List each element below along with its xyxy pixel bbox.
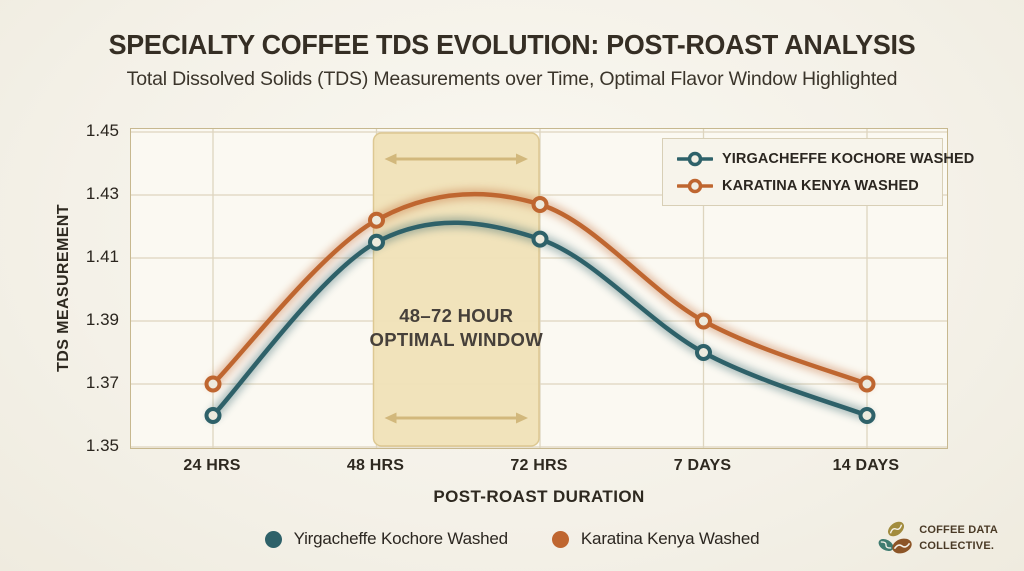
legend-item: KARATINA KENYA WASHED [677, 174, 928, 197]
band-label-line2: OPTIMAL WINDOW [370, 329, 544, 350]
brand-logo: COFFEE DATA COLLECTIVE. [877, 519, 998, 557]
y-axis-title: TDS MEASUREMENT [55, 204, 72, 372]
data-point-karatina-kenya-washed-72-hrs [531, 195, 549, 213]
footer-legend-label: Karatina Kenya Washed [580, 529, 760, 548]
x-axis-title: POST-ROAST DURATION [433, 487, 645, 506]
legend-dot-icon [551, 530, 569, 548]
y-tick-label: 1.37 [85, 373, 119, 392]
y-tick-label: 1.35 [85, 436, 119, 455]
data-point-yirgacheffe-kochore-washed-24-hrs [204, 407, 222, 424]
x-tick-label: 48 HRS [346, 457, 405, 474]
legend-marker-icon [677, 151, 713, 166]
x-tick-label: 72 HRS [510, 457, 568, 474]
legend-dot-icon [264, 530, 282, 548]
band-arrow-head-right [516, 412, 528, 424]
data-point-yirgacheffe-kochore-washed-14-days [858, 407, 876, 424]
footer-legend-label: Yirgacheffe Kochore Washed [293, 529, 509, 548]
page-title: SPECIALTY COFFEE TDS EVOLUTION: POST-ROA… [108, 29, 916, 60]
x-tick-label: 7 DAYS [673, 457, 732, 474]
data-point-yirgacheffe-kochore-washed-7-days [695, 344, 712, 361]
footer-legend-item: Karatina Kenya Washed [551, 529, 760, 549]
data-point-karatina-kenya-washed-7-days [695, 312, 712, 330]
band-arrow-head-left [384, 412, 397, 424]
page-subtitle: Total Dissolved Solids (TDS) Measurement… [126, 68, 898, 90]
footer-legend: Yirgacheffe Kochore Washed Karatina Kenya… [0, 529, 1024, 549]
data-point-karatina-kenya-washed-24-hrs [204, 375, 222, 393]
data-point-karatina-kenya-washed-14-days [858, 375, 876, 393]
optimal-window-band [372, 132, 540, 447]
data-point-yirgacheffe-kochore-washed-72-hrs [531, 230, 549, 248]
footer-legend-item: Yirgacheffe Kochore Washed [264, 529, 509, 549]
logo-text: COFFEE DATA COLLECTIVE. [919, 522, 998, 554]
band-arrow-head-left [384, 153, 397, 165]
y-tick-label: 1.39 [85, 310, 119, 329]
chart-legend: YIRGACHEFFE KOCHORE WASHED KARATINA KENYA… [662, 138, 974, 206]
band-arrow-head-right [516, 153, 528, 165]
coffee-beans-icon [878, 521, 912, 554]
logo-line2: COLLECTIVE. [919, 540, 995, 552]
data-point-karatina-kenya-washed-48-hrs [368, 211, 385, 229]
data-point-yirgacheffe-kochore-washed-48-hrs [368, 233, 385, 251]
band-label-line1: 48–72 HOUR [399, 305, 513, 326]
legend-item-label: YIRGACHEFFE KOCHORE WASHED [722, 150, 975, 167]
x-tick-label: 14 DAYS [832, 457, 900, 474]
y-tick-label: 1.41 [85, 247, 119, 266]
y-tick-label: 1.45 [85, 121, 119, 140]
y-tick-label: 1.43 [85, 184, 119, 203]
chart-canvas: 48–72 HOUR OPTIMAL WINDOW [131, 129, 947, 448]
logo-line1: COFFEE DATA [919, 524, 998, 536]
x-tick-label: 24 HRS [183, 457, 241, 474]
legend-item-label: KARATINA KENYA WASHED [722, 177, 919, 194]
legend-marker-icon [677, 178, 713, 193]
legend-item: YIRGACHEFFE KOCHORE WASHED [677, 147, 974, 170]
